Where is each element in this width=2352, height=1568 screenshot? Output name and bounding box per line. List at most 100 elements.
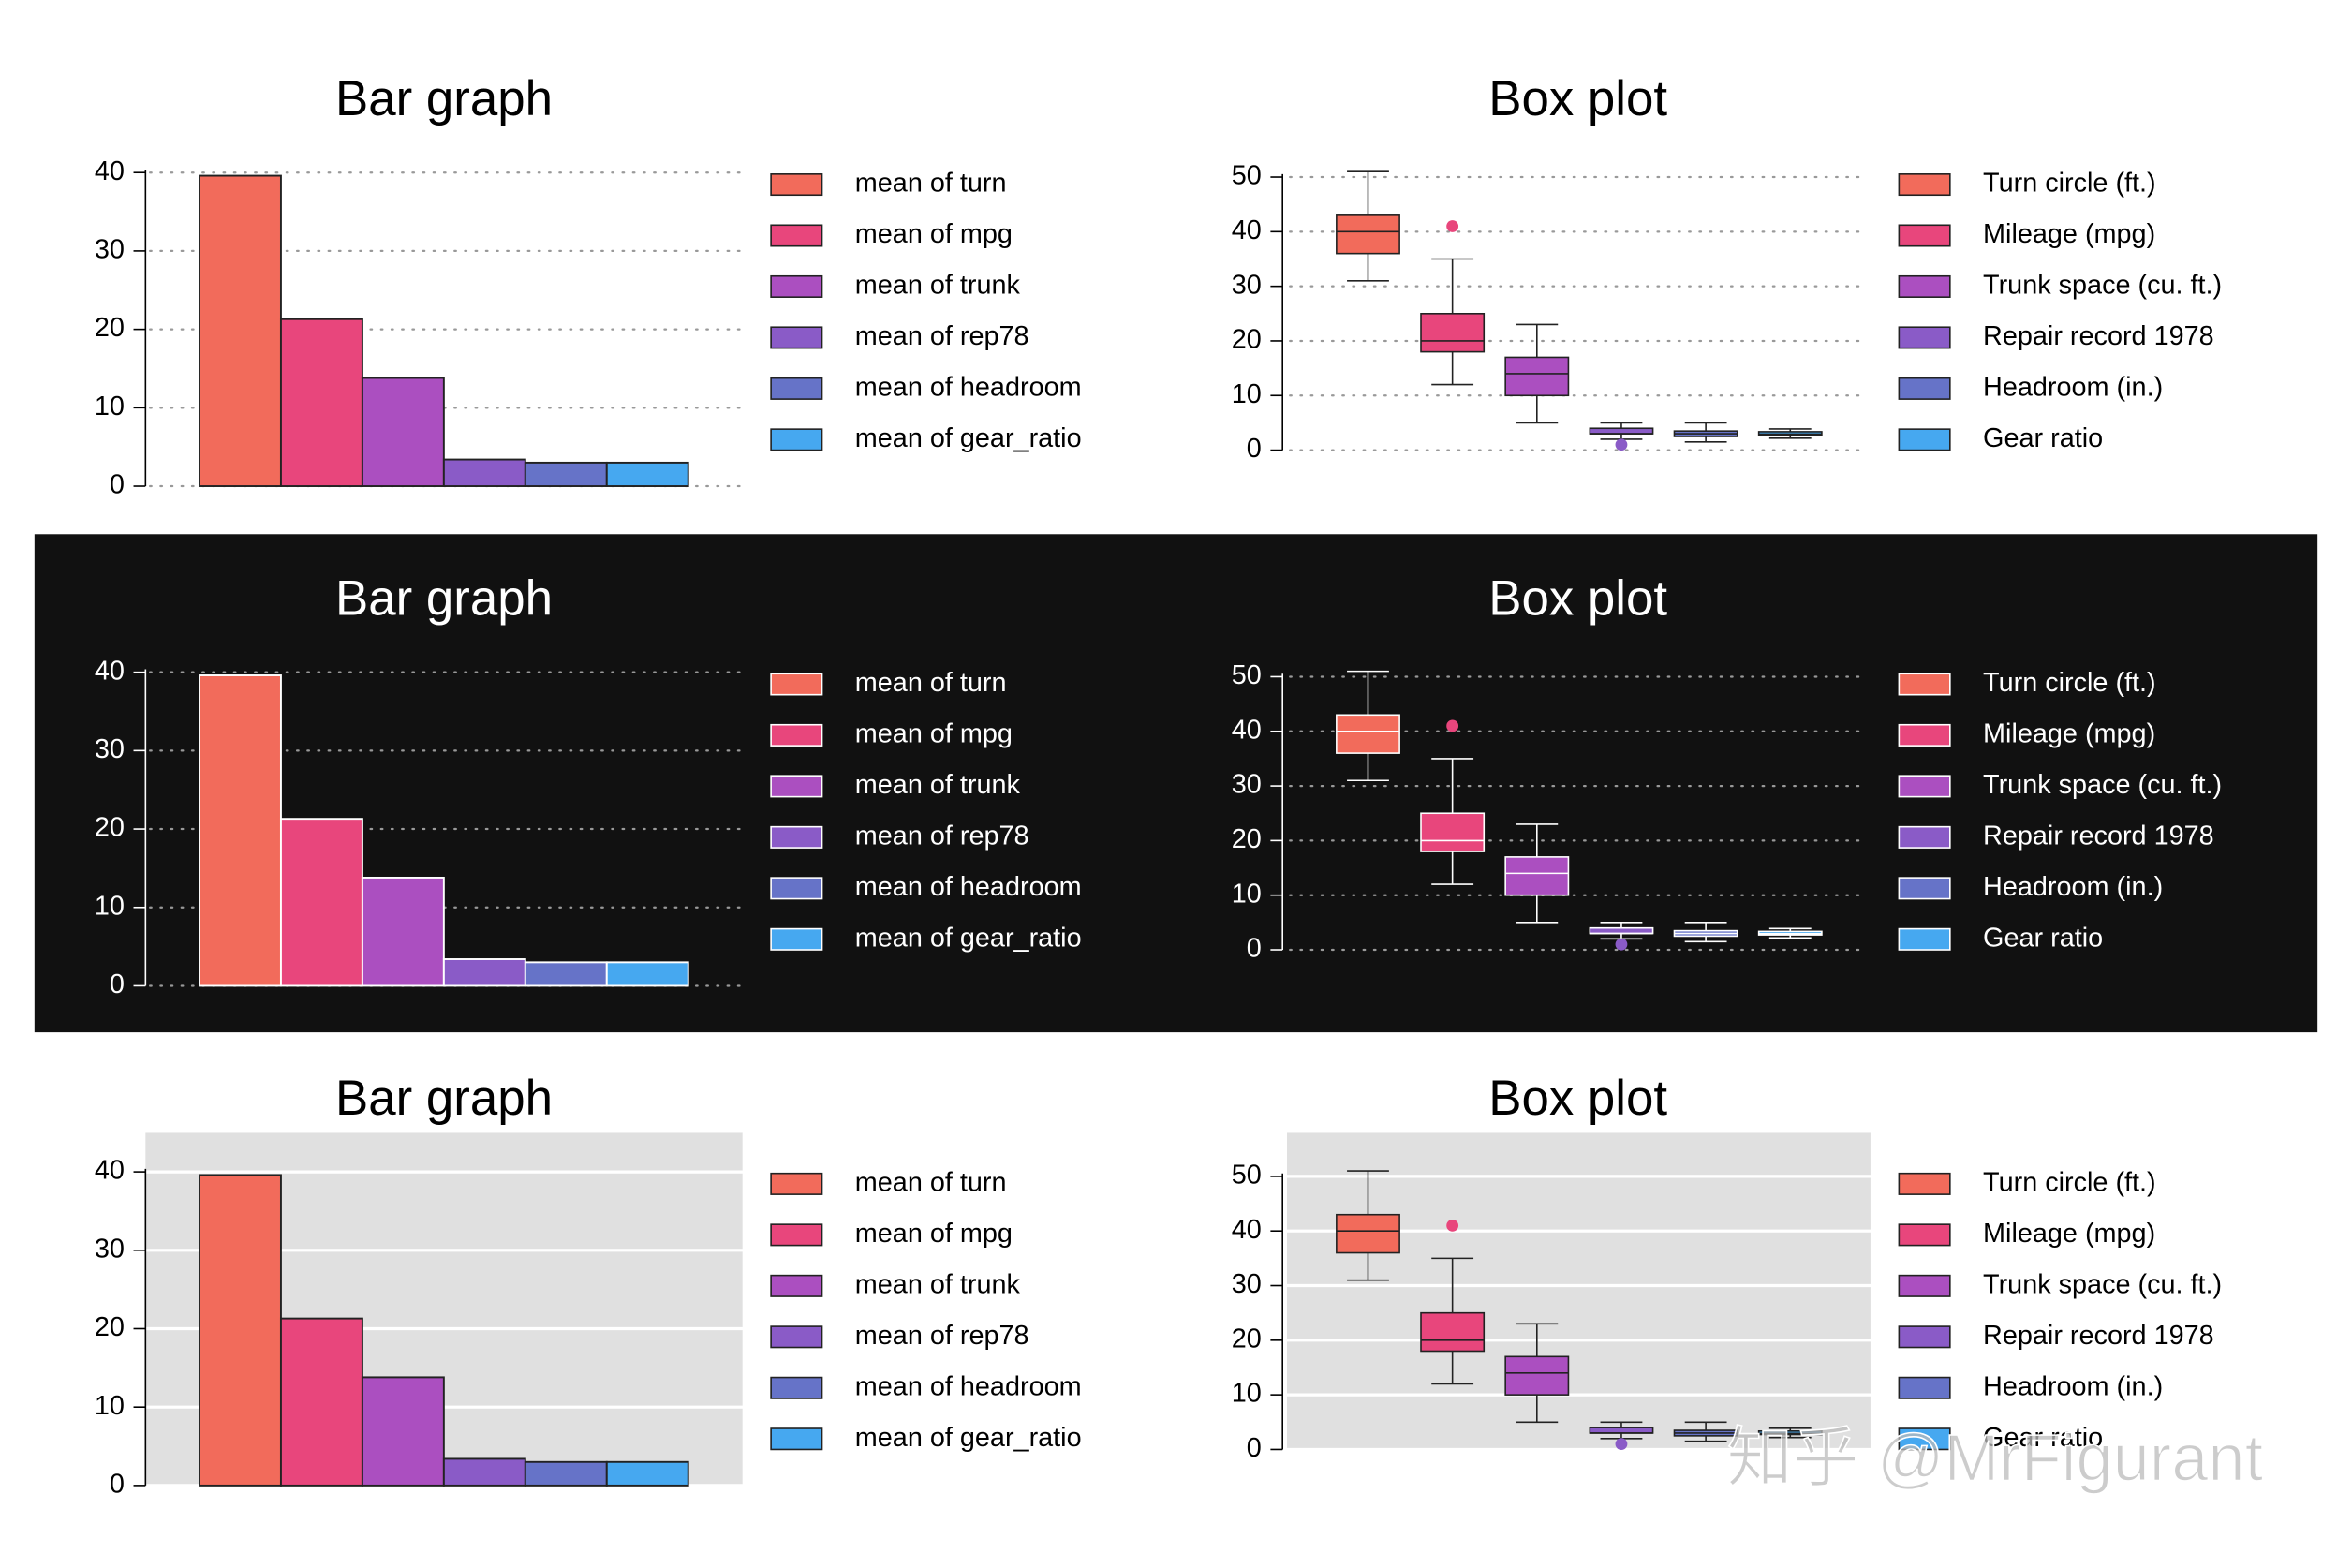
legend-swatch (1898, 1223, 1951, 1247)
legend-label: mean of trunk (855, 271, 1021, 301)
box (1420, 812, 1486, 852)
legend-swatch (1898, 173, 1951, 197)
y-tick-label: 30 (1232, 270, 1262, 300)
y-tick-label: 40 (1232, 1215, 1262, 1245)
legend-swatch (1898, 274, 1951, 298)
y-tick-label: 0 (1247, 434, 1262, 464)
bar (442, 958, 526, 987)
legend-label: mean of gear_ratio (855, 1423, 1082, 1453)
chart-title: Bar graph (335, 1071, 553, 1126)
legend-label: Trunk space (cu. ft.) (1983, 271, 2222, 301)
box (1589, 926, 1654, 935)
legend-swatch (1898, 1376, 1951, 1399)
legend-label: Headroom (in.) (1983, 1371, 2163, 1401)
y-tick-label: 30 (95, 235, 125, 265)
box (1504, 856, 1570, 896)
box (1504, 1355, 1570, 1396)
box (1420, 1311, 1486, 1353)
legend-swatch (1898, 825, 1951, 849)
legend-label: Repair record 1978 (1983, 821, 2214, 851)
legend-label: mean of mpg (855, 719, 1013, 749)
legend-swatch (770, 377, 823, 400)
legend-label: mean of headroom (855, 872, 1082, 902)
bar (279, 818, 363, 987)
legend-swatch (1898, 775, 1951, 798)
y-tick-label: 40 (95, 656, 125, 686)
bar (605, 461, 689, 487)
legend-swatch (770, 673, 823, 696)
legend-label: Mileage (mpg) (1983, 719, 2155, 749)
legend-swatch (770, 825, 823, 849)
y-tick-label: 30 (95, 1234, 125, 1264)
y-tick-label: 0 (110, 1470, 125, 1500)
panel-background (1176, 34, 2318, 533)
y-tick-label: 40 (95, 1156, 125, 1186)
bar (199, 1174, 282, 1487)
chart-title: Box plot (1488, 570, 1667, 626)
y-tick-label: 10 (95, 891, 125, 921)
y-tick-label: 10 (95, 1391, 125, 1421)
y-tick-label: 20 (95, 313, 125, 343)
legend-swatch (770, 1223, 823, 1247)
legend-label: Turn circle (ft.) (1983, 169, 2156, 199)
legend-label: Repair record 1978 (1983, 321, 2214, 351)
y-tick-label: 0 (1247, 934, 1262, 964)
y-tick-label: 20 (95, 813, 125, 843)
y-tick-label: 30 (1232, 770, 1262, 800)
legend-swatch (1898, 723, 1951, 747)
y-tick-label: 30 (95, 734, 125, 764)
chart-title: Bar graph (335, 71, 553, 126)
legend-swatch (770, 173, 823, 197)
legend-swatch (1898, 326, 1951, 349)
legend-swatch (770, 927, 823, 951)
box (1336, 214, 1400, 255)
legend-swatch (1898, 877, 1951, 900)
bar (524, 461, 608, 487)
legend-swatch (770, 224, 823, 247)
legend-label: mean of gear_ratio (855, 423, 1082, 453)
legend-swatch (1898, 1274, 1951, 1297)
legend-label: mean of mpg (855, 219, 1013, 249)
bar (524, 961, 608, 987)
legend-swatch (770, 775, 823, 798)
y-tick-label: 20 (1232, 325, 1262, 355)
bar (361, 1376, 445, 1487)
bar (605, 961, 689, 987)
legend-label: mean of headroom (855, 1371, 1082, 1401)
legend-label: Trunk space (cu. ft.) (1983, 1269, 2222, 1299)
legend-swatch (770, 723, 823, 747)
y-tick-label: 50 (1232, 161, 1262, 191)
box (1589, 1427, 1654, 1434)
legend-swatch (770, 428, 823, 451)
legend-label: mean of trunk (855, 770, 1021, 800)
legend-label: mean of trunk (855, 1269, 1021, 1299)
watermark: 知乎 @MrFigurant (1727, 1420, 2264, 1494)
legend-label: Mileage (mpg) (1983, 219, 2155, 249)
box (1589, 427, 1654, 435)
y-tick-label: 0 (110, 470, 125, 500)
legend-swatch (1898, 1172, 1951, 1195)
box (1420, 312, 1486, 353)
bar (361, 876, 445, 987)
legend-label: Turn circle (ft.) (1983, 668, 2156, 698)
box (1504, 356, 1570, 397)
legend-swatch (1898, 377, 1951, 400)
y-tick-label: 40 (1232, 215, 1262, 245)
legend-swatch (770, 1172, 823, 1195)
chart-title: Bar graph (335, 570, 553, 626)
legend-label: mean of rep78 (855, 321, 1029, 351)
y-tick-label: 20 (1232, 824, 1262, 854)
legend-label: Repair record 1978 (1983, 1321, 2214, 1351)
bar (199, 174, 282, 487)
legend-label: Headroom (in.) (1983, 373, 2163, 403)
outlier (1446, 719, 1459, 732)
legend-label: Turn circle (ft.) (1983, 1168, 2156, 1198)
panel-background (1176, 534, 2318, 1033)
legend-swatch (770, 1376, 823, 1399)
chart-title: Box plot (1488, 1071, 1667, 1126)
y-tick-label: 0 (1247, 1433, 1262, 1463)
y-tick-label: 30 (1232, 1269, 1262, 1299)
y-tick-label: 40 (1232, 715, 1262, 745)
